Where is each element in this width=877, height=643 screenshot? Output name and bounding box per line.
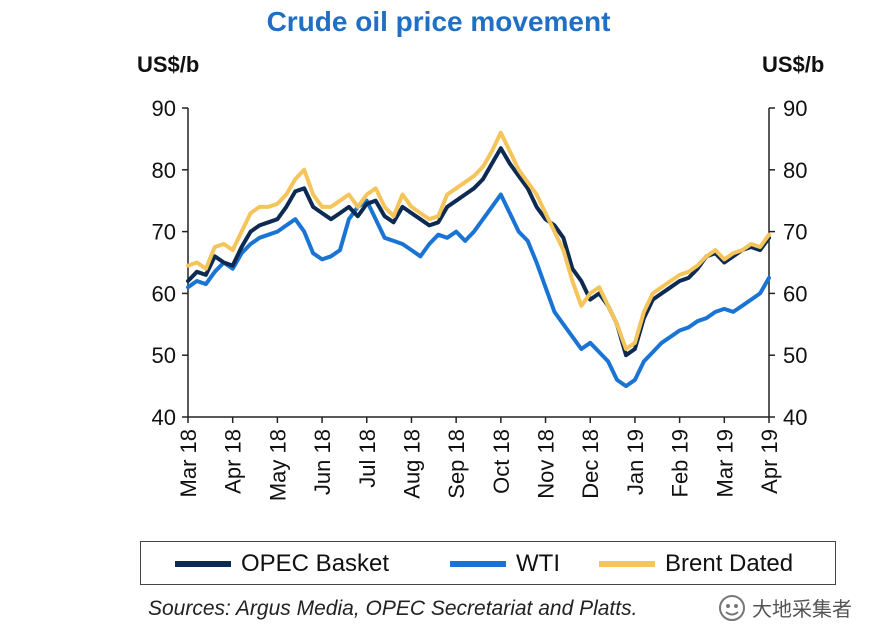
right-y-tick-label: 90: [783, 96, 807, 121]
left-y-tick-label: 40: [152, 405, 176, 430]
left-axis-unit: US$/b: [137, 52, 200, 77]
x-tick-label: Sep 18: [444, 429, 469, 499]
x-tick-label: Oct 18: [489, 429, 514, 494]
right-y-tick-label: 60: [783, 281, 807, 306]
legend-label-brent-dated: Brent Dated: [665, 550, 794, 577]
opec-basket-line: [186, 146, 771, 358]
right-y-tick-label: 70: [783, 220, 807, 245]
right-y-tick-label: 50: [783, 343, 807, 368]
left-y-tick-label: 90: [152, 96, 176, 121]
x-tick-label: Dec 18: [578, 429, 603, 499]
right-axis-unit: US$/b: [762, 52, 825, 77]
chart-axes: [182, 107, 775, 423]
legend-swatch-brent-dated: [599, 561, 655, 567]
x-tick-label: Apr 19: [757, 429, 782, 494]
right-y-tick-label: 40: [783, 405, 807, 430]
x-tick-label: Jul 18: [355, 429, 380, 488]
wti-line: [186, 192, 771, 389]
x-tick-label: Nov 18: [534, 429, 559, 499]
x-tick-label: Jan 19: [623, 429, 648, 495]
brent-dated-line: [186, 130, 771, 351]
x-tick-label: Mar 18: [176, 429, 201, 497]
right-y-tick-label: 80: [783, 158, 807, 183]
left-y-tick-label: 80: [152, 158, 176, 183]
legend-item-brent-dated: Brent Dated: [599, 550, 794, 577]
watermark: 大地采集者: [718, 593, 852, 622]
chart-lines: [186, 130, 771, 389]
wechat-logo-icon: [719, 594, 745, 621]
chart-tick-labels: 40 40 50 50 60 60 70 70 80 80 90 90 Mar 18 Apr 18 May …: [152, 96, 808, 501]
legend-label-wti: WTI: [516, 550, 560, 577]
legend-swatch-wti: [450, 561, 506, 567]
chart-title: Crude oil price movement: [266, 6, 611, 37]
x-tick-label: Mar 19: [712, 429, 737, 497]
legend-label-opec-basket: OPEC Basket: [241, 550, 390, 577]
chart-legend: OPEC Basket WTI Brent Dated: [140, 541, 836, 585]
legend-item-wti: WTI: [450, 550, 560, 577]
legend-item-opec-basket: OPEC Basket: [175, 550, 390, 577]
x-tick-label: Feb 19: [668, 429, 693, 498]
watermark-text: 大地采集者: [752, 597, 852, 621]
left-y-tick-label: 70: [152, 220, 176, 245]
x-tick-label: May 18: [265, 429, 290, 501]
x-tick-label: Jun 18: [310, 429, 335, 495]
left-y-tick-label: 60: [152, 281, 176, 306]
x-tick-label: Aug 18: [399, 429, 424, 499]
legend-swatch-opec-basket: [175, 561, 231, 567]
source-note: Sources: Argus Media, OPEC Secretariat a…: [148, 597, 638, 620]
left-y-tick-label: 50: [152, 343, 176, 368]
x-tick-label: Apr 18: [221, 429, 246, 494]
